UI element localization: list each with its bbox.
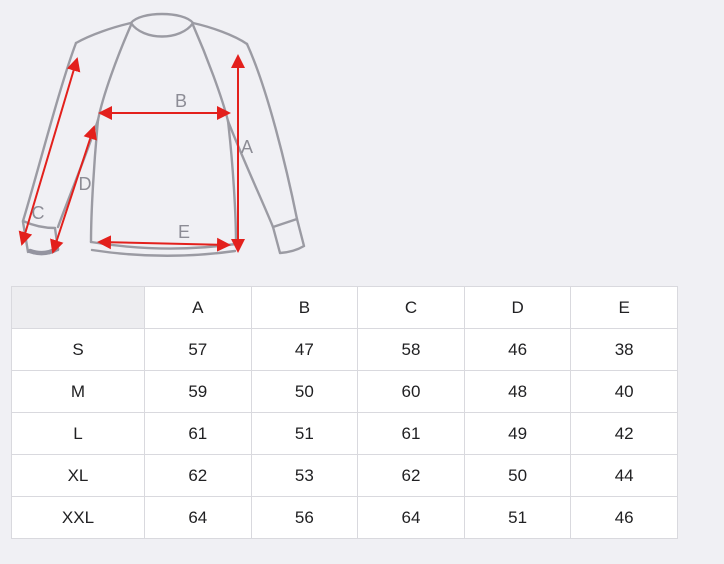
size-table-header-b: B — [250, 286, 359, 329]
left-sleeve-outer-path — [21, 41, 78, 223]
measurement-value: 46 — [463, 328, 572, 371]
measurement-value: 57 — [144, 328, 252, 371]
size-label: XXL — [11, 496, 145, 539]
size-label: M — [11, 370, 145, 413]
collar-outer-path — [129, 12, 195, 25]
measurement-value: 58 — [357, 328, 465, 371]
measurement-value: 64 — [357, 496, 465, 539]
garment-measurement-diagram: B A D C E — [18, 12, 306, 257]
measurement-value: 47 — [250, 328, 359, 371]
measurement-value: 50 — [250, 370, 359, 413]
size-table-header-e: E — [570, 286, 678, 329]
measurement-value: 48 — [463, 370, 572, 413]
measurement-value: 61 — [357, 412, 465, 455]
measurement-value: 40 — [570, 370, 678, 413]
table-row-xl: XL 62 53 62 50 44 — [11, 454, 678, 497]
size-label: L — [11, 412, 145, 455]
size-table-header-row: A B C D E — [11, 286, 678, 329]
measurement-value: 51 — [463, 496, 572, 539]
measurement-value: 44 — [570, 454, 678, 497]
measurement-value: 49 — [463, 412, 572, 455]
size-table: A B C D E S 57 47 58 46 38 M 59 50 60 48 — [11, 286, 678, 539]
measurement-value: 60 — [357, 370, 465, 413]
measurement-value: 61 — [144, 412, 252, 455]
size-table-corner-cell — [11, 286, 145, 329]
measure-arrow-c — [18, 57, 81, 246]
left-shoulder-path — [74, 21, 133, 45]
size-table-header-a: A — [144, 286, 252, 329]
measure-label-c: C — [32, 203, 45, 223]
measurement-value: 50 — [463, 454, 572, 497]
measure-labels: B A D C E — [32, 91, 254, 242]
table-row-l: L 61 51 61 49 42 — [11, 412, 678, 455]
measure-label-b: B — [175, 91, 187, 111]
measure-arrow-e — [97, 235, 231, 252]
table-row-s: S 57 47 58 46 38 — [11, 328, 678, 371]
shirt-outline — [21, 12, 306, 257]
measurement-value: 42 — [570, 412, 678, 455]
size-label: XL — [11, 454, 145, 497]
measure-arrow-d — [50, 125, 97, 254]
measurement-value: 56 — [250, 496, 359, 539]
left-raglan-seam-path — [96, 23, 133, 122]
table-row-m: M 59 50 60 48 40 — [11, 370, 678, 413]
right-cuff-path — [271, 217, 306, 255]
measurement-value: 46 — [570, 496, 678, 539]
collar-inner-path — [129, 21, 195, 38]
table-row-xxl: XXL 64 56 64 51 46 — [11, 496, 678, 539]
right-raglan-seam-path — [191, 23, 230, 123]
right-sleeve-outer-path — [245, 42, 299, 221]
measurement-value: 38 — [570, 328, 678, 371]
size-table-header-d: D — [463, 286, 572, 329]
measure-label-a: A — [241, 137, 253, 157]
measurement-arrows — [18, 54, 245, 254]
size-table-header-c: C — [357, 286, 465, 329]
measurement-value: 64 — [144, 496, 252, 539]
measurement-value: 59 — [144, 370, 252, 413]
measurement-value: 62 — [144, 454, 252, 497]
measure-label-d: D — [79, 174, 92, 194]
measurement-value: 51 — [250, 412, 359, 455]
right-shoulder-path — [191, 21, 249, 46]
measurement-value: 62 — [357, 454, 465, 497]
measure-label-e: E — [178, 222, 190, 242]
size-label: S — [11, 328, 145, 371]
measurement-value: 53 — [250, 454, 359, 497]
hem-bottom-path — [90, 248, 237, 257]
